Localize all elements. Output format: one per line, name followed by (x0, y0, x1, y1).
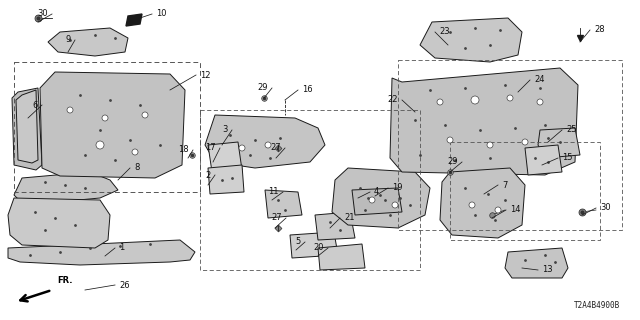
Circle shape (507, 95, 513, 101)
Circle shape (102, 115, 108, 121)
Polygon shape (290, 232, 338, 258)
Text: 19: 19 (392, 183, 403, 193)
Text: 7: 7 (502, 180, 508, 189)
Text: 24: 24 (534, 76, 545, 84)
Text: 12: 12 (200, 70, 211, 79)
Circle shape (471, 96, 479, 104)
Polygon shape (390, 68, 578, 175)
Text: 18: 18 (179, 146, 189, 155)
Circle shape (67, 107, 73, 113)
Polygon shape (420, 18, 522, 62)
Text: 28: 28 (594, 26, 605, 35)
Text: 11: 11 (269, 188, 279, 196)
Text: FR.: FR. (57, 276, 72, 285)
Circle shape (239, 145, 245, 151)
Circle shape (392, 202, 398, 208)
Text: 29: 29 (257, 84, 268, 92)
Bar (14, 62, 200, 192)
Polygon shape (14, 172, 118, 205)
Circle shape (469, 202, 475, 208)
Text: 26: 26 (119, 281, 130, 290)
Text: 16: 16 (302, 85, 312, 94)
Text: 4: 4 (374, 188, 380, 196)
Text: 3: 3 (223, 125, 228, 134)
Polygon shape (126, 14, 142, 26)
Text: 22: 22 (387, 95, 398, 105)
Circle shape (96, 141, 104, 149)
Text: 9: 9 (66, 36, 71, 44)
Polygon shape (8, 198, 110, 248)
Text: 13: 13 (542, 266, 552, 275)
Bar (200, 110, 420, 270)
Text: T2A4B4900B: T2A4B4900B (573, 301, 620, 310)
Circle shape (537, 99, 543, 105)
Polygon shape (538, 128, 580, 158)
Circle shape (522, 139, 528, 145)
Circle shape (437, 99, 443, 105)
Polygon shape (12, 88, 42, 170)
Text: 5: 5 (296, 237, 301, 246)
Polygon shape (525, 145, 562, 175)
Text: 10: 10 (156, 10, 166, 19)
Text: 14: 14 (510, 205, 520, 214)
Text: 21: 21 (344, 213, 355, 222)
Text: 8: 8 (134, 164, 140, 172)
Polygon shape (318, 244, 365, 270)
Text: 27: 27 (270, 143, 281, 153)
Polygon shape (208, 142, 242, 172)
Circle shape (369, 197, 375, 203)
Text: 30: 30 (37, 10, 48, 19)
Text: 1: 1 (119, 244, 124, 252)
Polygon shape (16, 90, 38, 163)
Text: 20: 20 (314, 244, 324, 252)
Circle shape (265, 142, 271, 148)
Text: 17: 17 (205, 143, 216, 153)
Polygon shape (48, 28, 128, 56)
Polygon shape (505, 248, 568, 278)
Circle shape (487, 142, 493, 148)
Text: 6: 6 (33, 100, 38, 109)
Polygon shape (8, 240, 195, 265)
Bar (398, 60, 622, 230)
Circle shape (132, 149, 138, 155)
Bar (450, 142, 600, 240)
Polygon shape (315, 212, 355, 240)
Text: 29: 29 (447, 157, 458, 166)
Polygon shape (208, 165, 244, 194)
Polygon shape (352, 188, 402, 215)
Circle shape (495, 207, 501, 213)
Text: 15: 15 (562, 154, 573, 163)
Circle shape (142, 112, 148, 118)
Text: 23: 23 (439, 28, 450, 36)
Text: 27: 27 (271, 213, 282, 222)
Polygon shape (440, 168, 525, 238)
Polygon shape (265, 190, 302, 218)
Polygon shape (205, 115, 325, 168)
Text: 30: 30 (600, 204, 611, 212)
Text: 25: 25 (566, 125, 577, 134)
Polygon shape (40, 72, 185, 178)
Circle shape (447, 137, 453, 143)
Polygon shape (332, 168, 430, 228)
Text: 2: 2 (205, 171, 211, 180)
